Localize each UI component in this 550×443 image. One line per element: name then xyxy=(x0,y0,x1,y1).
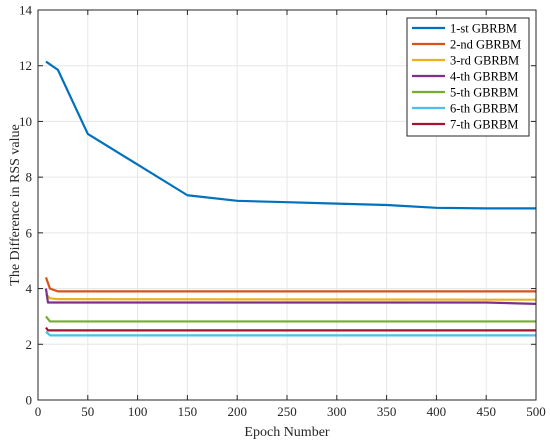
x-tick-label: 150 xyxy=(178,404,198,419)
series-line-4 xyxy=(44,288,537,305)
series-line-7 xyxy=(45,326,536,332)
legend-entry-label: 3-rd GBRBM xyxy=(450,53,519,67)
x-tick-label: 100 xyxy=(128,404,148,419)
x-tick-label: 350 xyxy=(377,404,397,419)
x-tick-label: 50 xyxy=(81,404,94,419)
x-tick-label: 500 xyxy=(526,404,546,419)
x-tick-label: 0 xyxy=(35,404,42,419)
series-line-6 xyxy=(45,330,536,337)
series-line-2 xyxy=(44,277,536,293)
y-tick-label: 14 xyxy=(19,3,33,18)
series-lines xyxy=(44,60,537,337)
x-tick-label: 200 xyxy=(227,404,247,419)
y-axis-label: The Difference in RSS value xyxy=(8,124,23,285)
y-tick-label: 6 xyxy=(26,225,33,240)
x-tick-label: 250 xyxy=(277,404,297,419)
y-tick-label: 2 xyxy=(26,337,33,352)
y-tick-label: 0 xyxy=(26,393,33,408)
legend-entry-label: 5-th GBRBM xyxy=(450,85,518,99)
y-tick-label: 12 xyxy=(19,58,32,73)
y-tick-label: 10 xyxy=(19,114,32,129)
x-tick-label: 450 xyxy=(476,404,496,419)
legend-entry-label: 1-st GBRBM xyxy=(450,21,517,35)
series-line-3 xyxy=(45,293,537,301)
x-tick-label: 400 xyxy=(427,404,447,419)
series-line-5 xyxy=(45,315,536,323)
legend-entry-label: 2-nd GBRBM xyxy=(450,37,521,51)
x-tick-label: 300 xyxy=(327,404,347,419)
y-tick-label: 8 xyxy=(26,170,33,185)
legend-entry-label: 7-th GBRBM xyxy=(450,117,518,131)
series-line-1 xyxy=(45,60,536,210)
axis-ticks: 0 50 100 150 200 250 300 350 400 450 500 0 2 4 6 8 10 12 1… xyxy=(19,3,546,420)
legend-entry-label: 4-th GBRBM xyxy=(450,69,518,83)
y-tick-label: 4 xyxy=(26,281,33,296)
legend: 1-st GBRBM 2-nd GBRBM 3-rd GBRBM 4-th GBRBM… xyxy=(406,17,530,137)
x-axis-label: Epoch Number xyxy=(244,425,329,440)
legend-entry-label: 6-th GBRBM xyxy=(450,101,518,115)
